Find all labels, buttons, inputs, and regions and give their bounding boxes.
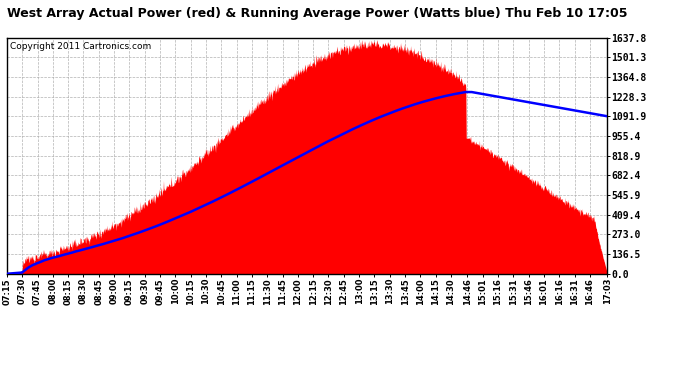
Text: Copyright 2011 Cartronics.com: Copyright 2011 Cartronics.com [10,42,151,51]
Text: West Array Actual Power (red) & Running Average Power (Watts blue) Thu Feb 10 17: West Array Actual Power (red) & Running … [7,8,627,21]
